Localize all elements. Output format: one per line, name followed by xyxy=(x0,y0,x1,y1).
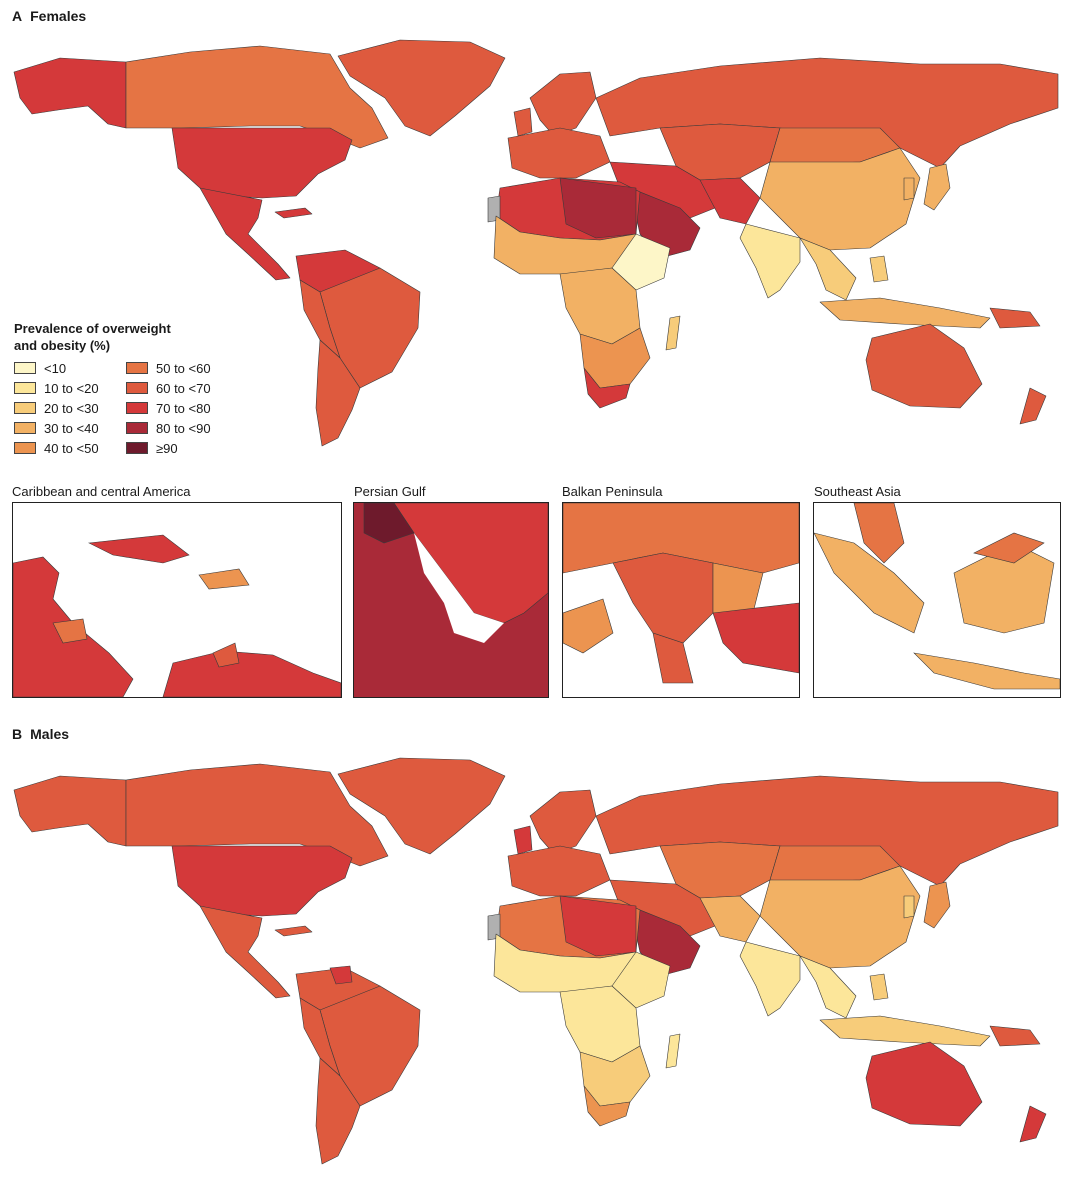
region-philippines xyxy=(869,255,889,283)
legend-swatch xyxy=(14,362,36,374)
region-madagascar xyxy=(665,1033,681,1069)
region-new-zealand xyxy=(1019,387,1047,425)
region-usa xyxy=(171,127,353,199)
inset-label-southeast-asia: Southeast Asia xyxy=(814,484,901,499)
region-venezuela xyxy=(329,965,353,985)
inset-label-caribbean: Caribbean and central America xyxy=(12,484,191,499)
legend-label: 40 to <50 xyxy=(44,440,99,456)
inset-label-persian-gulf: Persian Gulf xyxy=(354,484,426,499)
region-south-africa xyxy=(583,367,631,409)
legend-label: 20 to <30 xyxy=(44,400,99,416)
region-korea xyxy=(903,177,915,201)
region-horn-of-africa xyxy=(611,233,671,291)
legend-swatch xyxy=(126,402,148,414)
legend-label: 50 to <60 xyxy=(156,360,211,376)
legend-item: 80 to <90 xyxy=(126,419,238,437)
region-south-africa xyxy=(583,1085,631,1127)
region-philippines xyxy=(869,973,889,1001)
females-world-map xyxy=(13,39,1059,447)
legend-label: <10 xyxy=(44,360,67,376)
region-greenland xyxy=(337,39,506,137)
panel-b-title: B Males xyxy=(12,726,69,742)
region-indonesia xyxy=(819,297,991,329)
region-cuba xyxy=(274,925,313,937)
region-egypt-libya xyxy=(559,895,637,957)
panel-b-label: Males xyxy=(30,726,70,742)
region-japan xyxy=(923,163,951,211)
region-usa xyxy=(171,845,353,917)
region-uk xyxy=(513,107,533,137)
region-afghanistan-pakistan xyxy=(699,177,761,225)
region-korea xyxy=(903,895,915,919)
legend-swatch xyxy=(126,382,148,394)
legend-title-line1: Prevalence of overweight xyxy=(14,321,171,336)
region-canada xyxy=(125,45,389,149)
legend-item: 40 to <50 xyxy=(14,439,126,457)
legend-label: 80 to <90 xyxy=(156,420,211,436)
inset-southeast-asia-map xyxy=(813,502,1061,698)
region-alaska xyxy=(13,775,127,847)
legend: Prevalence of overweight and obesity (%)… xyxy=(14,320,244,457)
region-australia xyxy=(865,323,983,409)
legend-item: <10 xyxy=(14,359,126,377)
region-afghanistan-pakistan xyxy=(699,895,761,943)
region-greenland xyxy=(337,757,506,855)
legend-title-line2: and obesity (%) xyxy=(14,338,111,353)
region-horn-of-africa xyxy=(611,951,671,1009)
legend-label: 30 to <40 xyxy=(44,420,99,436)
region-india xyxy=(739,223,801,299)
legend-item: 20 to <30 xyxy=(14,399,126,417)
region-china xyxy=(759,865,921,969)
legend-item: 10 to <20 xyxy=(14,379,126,397)
region-japan xyxy=(923,881,951,929)
region-scandinavia xyxy=(529,789,597,855)
region-canada xyxy=(125,763,389,867)
legend-swatch xyxy=(14,402,36,414)
legend-swatch xyxy=(126,422,148,434)
legend-label: 70 to <80 xyxy=(156,400,211,416)
legend-swatch xyxy=(14,382,36,394)
inset-caribbean-map xyxy=(12,502,342,698)
region-western-europe xyxy=(507,845,611,897)
region-chile-argentina xyxy=(315,339,361,447)
legend-swatch xyxy=(14,422,36,434)
legend-swatch xyxy=(126,442,148,454)
region-mexico xyxy=(199,905,291,999)
legend-item: 50 to <60 xyxy=(126,359,238,377)
region-new-zealand xyxy=(1019,1105,1047,1143)
males-world-map xyxy=(13,757,1059,1165)
region-australia xyxy=(865,1041,983,1127)
legend-label: 60 to <70 xyxy=(156,380,211,396)
legend-item: ≥90 xyxy=(126,439,238,457)
panel-a-label: Females xyxy=(30,8,87,24)
legend-item: 30 to <40 xyxy=(14,419,126,437)
region-scandinavia xyxy=(529,71,597,137)
legend-item: 60 to <70 xyxy=(126,379,238,397)
legend-swatch xyxy=(126,362,148,374)
region-uk xyxy=(513,825,533,855)
inset-persian-gulf-map xyxy=(353,502,549,698)
region-madagascar xyxy=(665,315,681,351)
region-alaska xyxy=(13,57,127,129)
region-egypt-libya xyxy=(559,177,637,239)
region-indonesia xyxy=(819,1015,991,1047)
legend-label: 10 to <20 xyxy=(44,380,99,396)
region-mexico xyxy=(199,187,291,281)
inset-balkan-map xyxy=(562,502,800,698)
region-cuba xyxy=(274,207,313,219)
legend-item: 70 to <80 xyxy=(126,399,238,417)
panel-b-letter: B xyxy=(12,726,23,742)
region-western-europe xyxy=(507,127,611,179)
inset-label-balkan: Balkan Peninsula xyxy=(562,484,663,499)
region-papua xyxy=(989,307,1041,329)
panel-a-letter: A xyxy=(12,8,23,24)
region-india xyxy=(739,941,801,1017)
legend-label: ≥90 xyxy=(156,440,178,456)
region-papua xyxy=(989,1025,1041,1047)
panel-a-title: A Females xyxy=(12,8,86,24)
region-china xyxy=(759,147,921,251)
region-chile-argentina xyxy=(315,1057,361,1165)
legend-swatch xyxy=(14,442,36,454)
legend-items: <10 50 to <60 10 to <20 60 to <70 20 to <30 7… xyxy=(14,359,244,457)
